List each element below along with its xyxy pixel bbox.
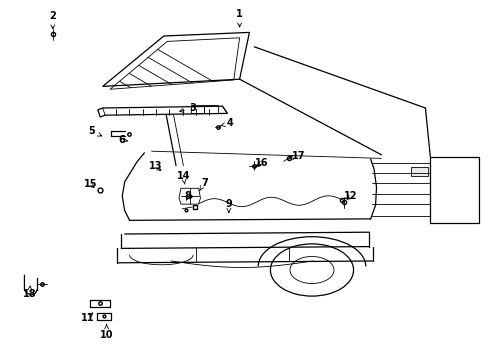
Text: 7: 7: [199, 178, 207, 191]
Text: 9: 9: [225, 199, 232, 212]
Text: 14: 14: [176, 171, 190, 184]
Text: 15: 15: [83, 179, 97, 189]
Text: 12: 12: [344, 191, 357, 201]
Polygon shape: [410, 167, 427, 176]
Text: 4: 4: [221, 118, 233, 128]
Text: 3: 3: [179, 103, 196, 113]
Text: 8: 8: [184, 191, 191, 201]
Text: 10: 10: [100, 324, 113, 340]
Text: 17: 17: [288, 150, 305, 161]
Text: 6: 6: [118, 135, 127, 145]
Text: 11: 11: [81, 312, 95, 323]
Text: 2: 2: [49, 11, 56, 29]
Text: 18: 18: [22, 286, 36, 300]
Text: 16: 16: [254, 158, 268, 168]
Text: 1: 1: [236, 9, 243, 27]
Text: 5: 5: [88, 126, 102, 136]
Text: 13: 13: [148, 161, 162, 171]
